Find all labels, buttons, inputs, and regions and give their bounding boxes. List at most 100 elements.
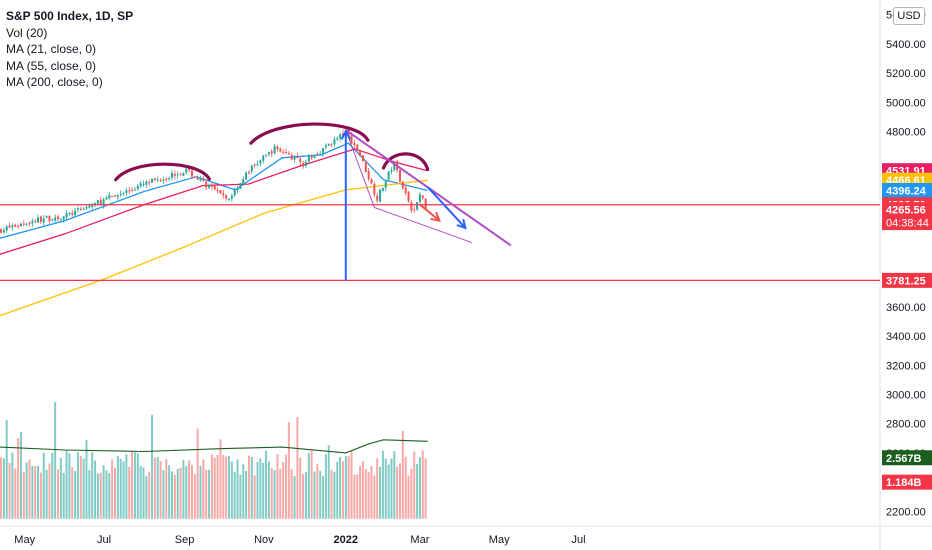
moving-averages	[0, 142, 428, 454]
candle-body-142	[404, 187, 407, 194]
volume-bar-115	[327, 445, 330, 519]
volume-bar-46	[131, 451, 134, 519]
volume-bar-32	[91, 452, 94, 519]
candle-body-5	[14, 224, 17, 227]
volume-bar-147	[418, 457, 421, 519]
candle-body-116	[330, 144, 333, 146]
time-axis[interactable]: May Jul Sep Nov 2022 Mar May Jul	[14, 534, 585, 546]
price-badges: 4531.914466.614396.244298.704265.5604:38…	[882, 163, 932, 490]
volume-bar-125	[356, 474, 359, 519]
volume-bar-53	[151, 414, 154, 519]
price-badge-countdown: 04:38:44	[886, 218, 929, 230]
candle-body-76	[216, 190, 219, 192]
candles	[0, 128, 427, 235]
legend-vol[interactable]: Vol (20)	[6, 25, 48, 40]
volume-bar-80	[228, 456, 230, 519]
volume-bar-2	[5, 419, 8, 519]
volume-bar-28	[79, 456, 82, 519]
legend-ma55[interactable]: MA (55, close, 0)	[6, 58, 97, 73]
candle-body-74	[210, 184, 213, 187]
volume-bar-130	[370, 466, 373, 519]
legend-ma21[interactable]: MA (21, close, 0)	[6, 42, 97, 56]
volume-bar-143	[407, 475, 410, 519]
price-badge-label-2: 4396.24	[886, 185, 927, 197]
volume-bar-126	[359, 465, 362, 519]
volume-bar-104	[296, 416, 299, 519]
candle-body-100	[285, 151, 287, 153]
volume-bar-54	[153, 457, 156, 519]
volume-bar-77	[219, 439, 222, 519]
volume-bar-9	[25, 462, 28, 519]
volume-bar-144	[410, 468, 413, 519]
volume-bar-97	[276, 454, 279, 519]
candle-body-16	[45, 216, 48, 218]
volume-bar-10	[28, 459, 31, 519]
volume-bar-139	[396, 466, 399, 519]
y-tick-label-2: 5200.00	[886, 68, 926, 80]
y-tick-label-3: 5000.00	[886, 97, 926, 109]
volume-bar-11	[31, 465, 34, 519]
legend-ma200[interactable]: MA (200, close, 0)	[6, 75, 103, 89]
volume-bar-70	[199, 465, 202, 519]
x-tick-label-0: May	[14, 534, 35, 546]
candle-body-67	[190, 170, 193, 177]
volume-bar-13	[37, 465, 40, 519]
volume-bar-141	[401, 430, 404, 519]
volume-bar-40	[114, 467, 116, 519]
volume-bar-109	[310, 450, 313, 519]
volume-bar-69	[196, 428, 199, 519]
price-badge-bg-6	[882, 450, 932, 466]
price-axis[interactable]: 5600.005400.005200.005000.004800.003800.…	[886, 10, 926, 519]
volume-bar-71	[202, 459, 205, 519]
candle-body-78	[222, 193, 225, 196]
volume-bar-31	[88, 470, 91, 519]
volume-ma-line	[0, 439, 428, 454]
candle-body-1	[2, 230, 5, 233]
candle-body-132	[376, 195, 379, 201]
volume-bar-79	[225, 456, 228, 519]
volume-bar-78	[222, 454, 225, 519]
x-tick-label-2: Sep	[175, 534, 195, 546]
arrow-shaft-2	[419, 203, 441, 222]
price-badge-bg-5	[882, 272, 932, 288]
volume-bar-106	[302, 474, 305, 519]
candle-body-17	[48, 215, 51, 222]
candle-body-7	[19, 223, 22, 227]
price-badge-bg-2	[882, 182, 932, 198]
candle-body-94	[267, 152, 270, 155]
candle-body-61	[173, 173, 176, 176]
candle-body-110	[313, 154, 316, 158]
volume-bar-60	[171, 471, 173, 519]
arc-drawing-0	[114, 162, 211, 182]
volume-bar-63	[179, 467, 182, 519]
arrow-head-0	[340, 129, 351, 140]
volume-bar-0	[0, 457, 2, 519]
candle-body-106	[302, 163, 305, 167]
candle-body-0	[0, 229, 2, 233]
volume-bar-43	[122, 461, 125, 519]
legend-title[interactable]: S&P 500 Index, 1D, SP	[6, 9, 134, 23]
volume-bar-44	[125, 454, 128, 519]
candle-body-31	[88, 205, 91, 208]
volume-bar-66	[188, 460, 191, 519]
candle-body-93	[265, 154, 268, 156]
candle-body-10	[28, 223, 31, 225]
currency-button[interactable]: USD	[893, 7, 925, 25]
candle-body-44	[125, 190, 128, 193]
candle-body-136	[387, 171, 390, 180]
volume-bar-142	[404, 456, 407, 519]
volume-bar-39	[111, 459, 114, 519]
volume-bar-33	[94, 460, 97, 519]
volume-bar-90	[256, 461, 259, 519]
volume-bar-135	[384, 458, 387, 519]
volume-bar-47	[133, 452, 136, 519]
volume-bar-91	[259, 458, 262, 519]
volume-bar-83	[236, 459, 239, 519]
candle-body-3	[8, 225, 11, 228]
candle-body-54	[153, 178, 156, 181]
volume-bar-123	[350, 451, 353, 519]
volume-bar-30	[85, 439, 88, 519]
candle-body-65	[185, 168, 188, 173]
